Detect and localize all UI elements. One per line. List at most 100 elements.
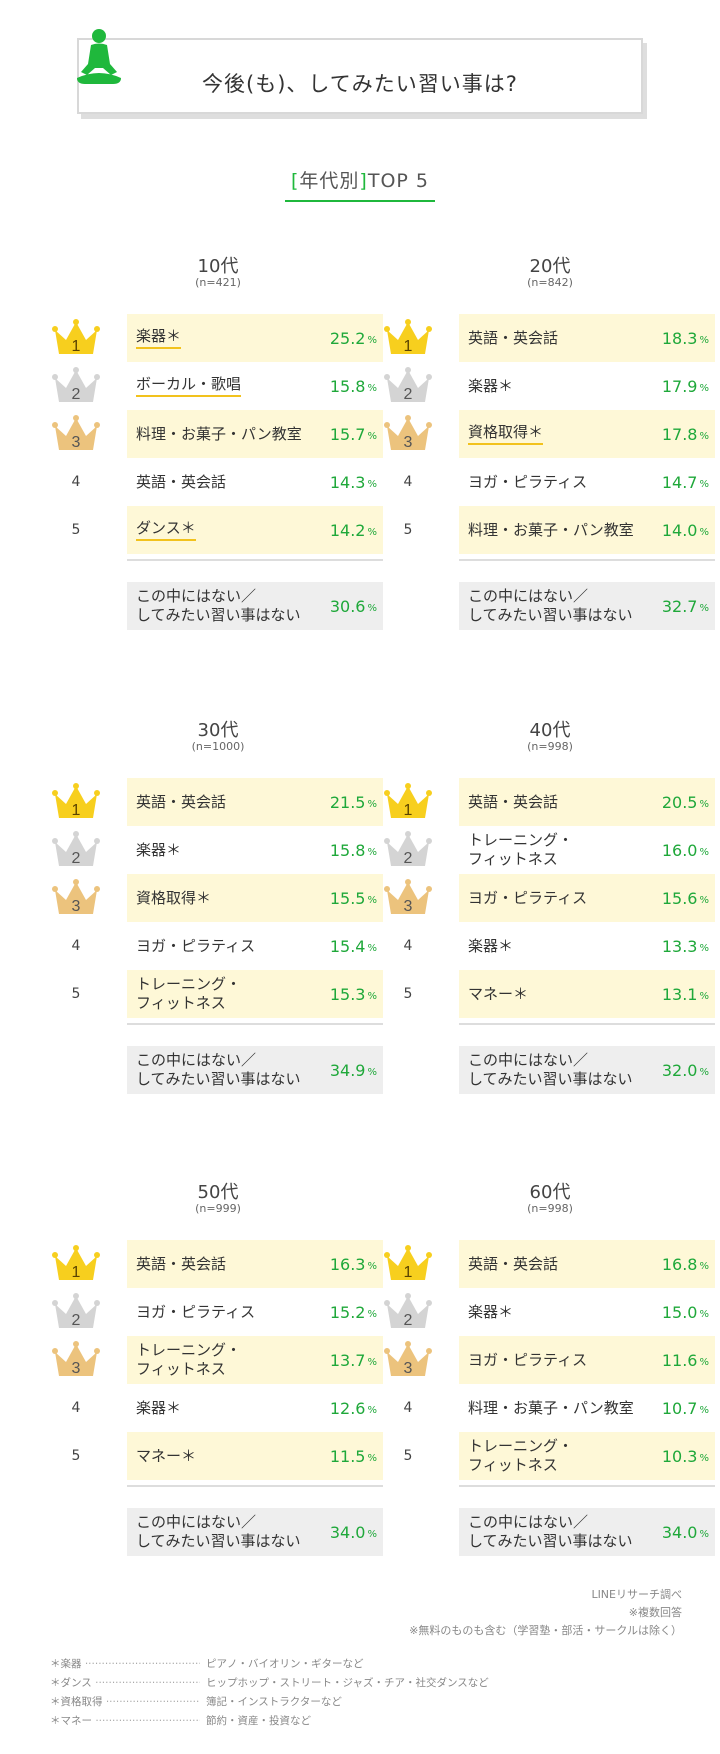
percentage-value: 25.2 [329, 328, 366, 348]
percentage-value: 18.3 [661, 328, 698, 348]
item-cell: 料理・お菓子・パン教室 14.0% [459, 506, 715, 554]
item-label-text: トレーニング・ フィットネス [136, 975, 242, 1012]
rank-number: 4 [71, 474, 81, 490]
item-label-text: 英語・英会話 [468, 792, 559, 811]
percentage-value: 14.2 [329, 520, 366, 540]
subtitle-text: 年代別 [299, 170, 360, 192]
footnote-term: ＊資格取得 [50, 1693, 200, 1712]
none-label: この中にはない／ してみたい習い事はない [136, 1508, 306, 1556]
subtitle-bracket-close: ] [359, 170, 368, 192]
item-label-text: トレーニング・ フィットネス [468, 1437, 574, 1474]
crown-rank-number: 1 [72, 1264, 81, 1281]
percentage-value: 16.8 [661, 1254, 698, 1274]
footnotes: ＊楽器ピアノ・バイオリン・ギターなど ＊ダンスヒップホップ・ストリート・ジャズ・… [50, 1655, 489, 1731]
rank-number: 5 [71, 522, 81, 538]
crown-rank-number: 3 [72, 1360, 81, 1377]
item-label-text: ヨガ・ピラティス [136, 1302, 256, 1321]
rank-cell: 1 [368, 778, 448, 826]
rank-cell: 5 [36, 970, 116, 1018]
percentage-value: 16.3 [329, 1254, 366, 1274]
rank-number: 5 [71, 1448, 81, 1464]
rank-number: 4 [71, 938, 81, 954]
percentage-unit: % [367, 334, 377, 346]
crown-rank-2-icon: 2 [384, 831, 432, 867]
none-percentage: 34.9% [330, 1046, 377, 1094]
none-percentage: 34.0% [662, 1508, 709, 1556]
item-percentage: 15.8% [330, 362, 377, 410]
rank-cell: 3 [368, 410, 448, 458]
crown-rank-number: 3 [72, 434, 81, 451]
percentage-value: 16.0 [661, 840, 698, 860]
none-row: この中にはない／ してみたい習い事はない 32.0% [368, 1046, 715, 1094]
title-card: 今後(も)、してみたい習い事は? [77, 38, 643, 114]
item-label: 英語・英会話 [468, 314, 638, 362]
item-label: 料理・お菓子・パン教室 [468, 1384, 638, 1432]
item-cell: 英語・英会話 16.3% [127, 1240, 383, 1288]
item-label: ヨガ・ピラティス [468, 1336, 638, 1384]
rank-cell: 1 [368, 1240, 448, 1288]
age-group-block: 40代 (n=998) 1 英語・英会話 20.5% 2 トレーニング・ フィットネス 16.… [368, 716, 715, 1116]
item-label: 英語・英会話 [468, 1240, 638, 1288]
sample-size: (n=1000) [191, 740, 245, 753]
crown-rank-number: 3 [72, 898, 81, 915]
crown-rank-number: 1 [404, 1264, 413, 1281]
item-cell: 英語・英会話 20.5% [459, 778, 715, 826]
item-cell: ヨガ・ピラティス 11.6% [459, 1336, 715, 1384]
separator-line [127, 1023, 383, 1025]
item-percentage: 15.4% [330, 922, 377, 970]
separator-line [459, 1485, 715, 1487]
none-cell: この中にはない／ してみたい習い事はない 30.6% [127, 582, 383, 630]
percentage-value: 32.0 [661, 1060, 698, 1080]
ranking-row: 1 楽器＊ 25.2% [36, 314, 383, 362]
item-label-text: ダンス＊ [136, 519, 196, 541]
subtitle: [年代別]TOP 5 [284, 166, 435, 202]
crown-rank-number: 2 [404, 386, 413, 403]
yoga-person-icon [77, 29, 121, 84]
item-label-text: ヨガ・ピラティス [136, 936, 256, 955]
percentage-unit: % [367, 1260, 377, 1272]
source-note: LINEリサーチ調べ [591, 1588, 682, 1601]
percentage-value: 10.7 [661, 1398, 698, 1418]
item-percentage: 14.3% [330, 458, 377, 506]
rank-cell: 4 [36, 922, 116, 970]
item-label: マネー＊ [468, 970, 638, 1018]
age-group-title: 20代 [529, 256, 571, 277]
item-percentage: 14.2% [330, 506, 377, 554]
percentage-unit: % [367, 894, 377, 906]
item-percentage: 11.6% [662, 1336, 709, 1384]
percentage-value: 14.7 [661, 472, 698, 492]
none-row: この中にはない／ してみたい習い事はない 34.0% [368, 1508, 715, 1556]
rank-number: 4 [403, 1400, 413, 1416]
item-cell: トレーニング・ フィットネス 16.0% [459, 826, 715, 874]
item-percentage: 13.3% [662, 922, 709, 970]
none-label-text: この中にはない／ してみたい習い事はない [468, 1051, 633, 1088]
percentage-unit: % [367, 602, 377, 614]
ranking-row: 4 料理・お菓子・パン教室 10.7% [368, 1384, 709, 1432]
percentage-value: 13.1 [661, 984, 698, 1004]
item-label-text: トレーニング・ フィットネス [136, 1341, 242, 1378]
percentage-unit: % [367, 1528, 377, 1540]
item-label-text: 楽器＊ [136, 327, 182, 349]
percentage-value: 34.0 [661, 1522, 698, 1542]
rank-cell: 5 [36, 506, 116, 554]
item-percentage: 12.6% [330, 1384, 377, 1432]
percentage-unit: % [699, 1452, 709, 1464]
item-label-text: ヨガ・ピラティス [468, 888, 588, 907]
item-label-text: 英語・英会話 [136, 792, 227, 811]
item-percentage: 15.5% [330, 874, 377, 922]
ranking-row: 5 トレーニング・ フィットネス 15.3% [36, 970, 383, 1018]
crown-rank-3-icon: 3 [384, 415, 432, 451]
none-row: この中にはない／ してみたい習い事はない 34.9% [36, 1046, 383, 1094]
item-cell: ダンス＊ 14.2% [127, 506, 383, 554]
item-label-text: 英語・英会話 [468, 1254, 559, 1273]
rank-cell: 1 [36, 314, 116, 362]
none-cell: この中にはない／ してみたい習い事はない 32.7% [459, 582, 715, 630]
percentage-unit: % [367, 1308, 377, 1320]
item-label-text: 楽器＊ [468, 376, 514, 395]
item-cell: 料理・お菓子・パン教室 10.7% [459, 1384, 715, 1432]
percentage-unit: % [367, 1404, 377, 1416]
item-label: ヨガ・ピラティス [468, 458, 638, 506]
item-label-text: 資格取得＊ [468, 423, 544, 445]
age-group-title: 40代 [529, 720, 571, 741]
ranking-row: 2 トレーニング・ フィットネス 16.0% [368, 826, 709, 874]
